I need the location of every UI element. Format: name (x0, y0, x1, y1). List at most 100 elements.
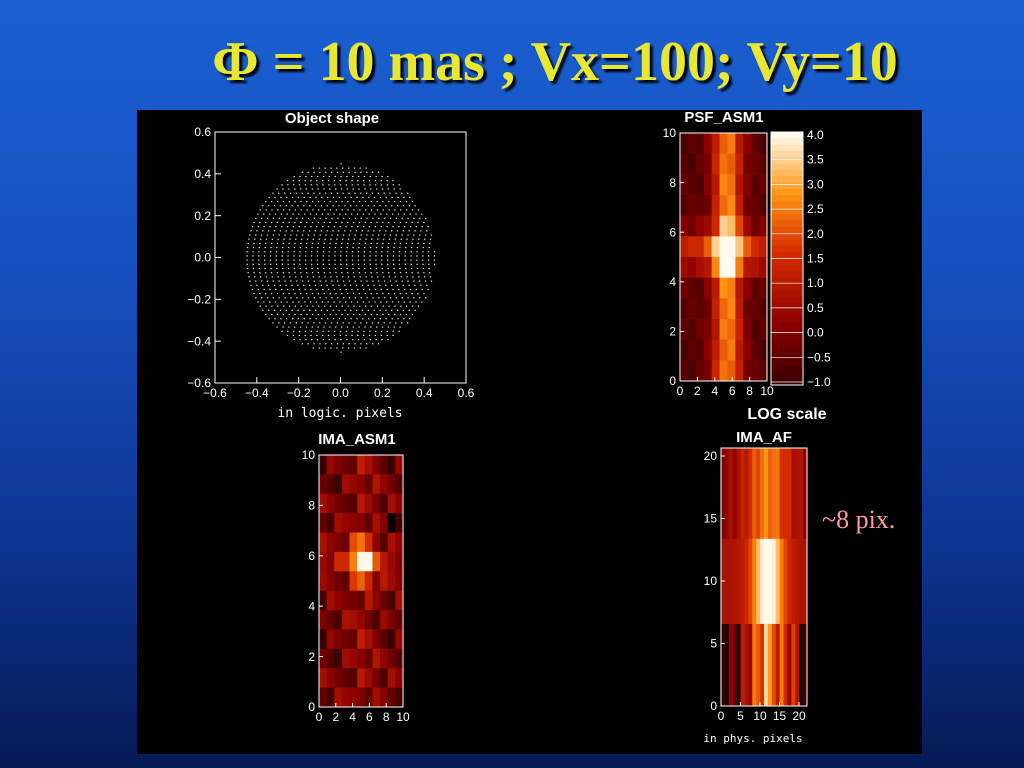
psf-cell (743, 277, 752, 299)
psf-cell (759, 319, 768, 341)
psf-cell (680, 174, 689, 196)
disk-dot (411, 305, 414, 307)
disk-dot (323, 272, 325, 274)
disk-dot (259, 272, 261, 274)
disk-dot (345, 184, 348, 186)
ima-asm1-cell (395, 629, 404, 650)
disk-dot (351, 255, 354, 257)
disk-dot (259, 305, 261, 307)
disk-dot (356, 301, 359, 303)
disk-dot (399, 201, 402, 203)
disk-dot (298, 226, 300, 228)
disk-dot (302, 297, 304, 299)
disk-dot (374, 180, 377, 182)
disk-dot (411, 201, 413, 203)
disk-dot (363, 180, 365, 182)
disk-dot (327, 334, 330, 336)
ima-asm1-cell (387, 629, 396, 650)
disk-dot (365, 209, 367, 211)
psf-cell (719, 215, 728, 237)
disk-dot (352, 242, 355, 244)
disk-dot (388, 221, 390, 224)
y-tick-label: 10 (704, 574, 718, 588)
disk-dot (346, 326, 349, 328)
disk-dot (281, 251, 284, 253)
ima-asm1-cell (334, 648, 343, 669)
disk-dot (317, 293, 320, 295)
disk-dot (325, 297, 327, 299)
disk-dot (363, 330, 365, 332)
disk-dot (350, 196, 352, 198)
disk-dot (259, 276, 262, 278)
psf-cell (719, 236, 728, 258)
disk-dot (398, 288, 400, 290)
disk-dot (334, 339, 336, 341)
disk-dot (317, 242, 320, 244)
psf-cell (727, 319, 736, 341)
disk-dot (328, 330, 330, 332)
ima-af-cell (756, 448, 761, 539)
disk-dot (305, 339, 307, 341)
x-tick-label: 5 (737, 709, 744, 723)
disk-dot (385, 230, 387, 232)
object-disk (246, 163, 436, 353)
disk-dot (283, 209, 285, 211)
psf-cell (727, 360, 736, 382)
disk-dot (313, 171, 315, 173)
disk-dot (301, 280, 304, 282)
disk-dot (293, 251, 295, 253)
disk-dot (340, 351, 342, 353)
disk-dot (306, 242, 308, 244)
disk-dot (321, 213, 323, 215)
psf-cell (743, 339, 752, 361)
psf-cell (759, 195, 768, 217)
disk-dot (298, 180, 300, 182)
disk-dot (306, 209, 308, 211)
psf-cell (703, 257, 713, 279)
disk-dot (332, 196, 335, 198)
disk-dot (263, 301, 265, 303)
disk-dot (313, 297, 316, 299)
disk-dot (341, 238, 344, 240)
disk-dot (385, 318, 387, 320)
ima-asm1-cell (319, 629, 328, 650)
psf-cell (687, 153, 697, 175)
ima-asm1-cell (380, 590, 389, 611)
psf-cell (703, 236, 713, 258)
disk-dot (266, 297, 269, 299)
disk-dot (252, 259, 254, 261)
disk-dot (278, 217, 280, 219)
disk-dot (363, 263, 366, 265)
disk-dot (357, 255, 359, 257)
disk-dot (320, 284, 322, 286)
disk-dot (275, 288, 277, 290)
disk-dot (293, 330, 295, 332)
disk-dot (270, 242, 273, 244)
disk-dot (392, 180, 394, 182)
disk-dot (295, 276, 297, 278)
disk-dot (325, 171, 327, 173)
disk-dot (272, 297, 275, 299)
disk-dot (338, 318, 341, 320)
disk-dot (335, 326, 337, 328)
psf-cell (743, 360, 752, 382)
disk-dot (377, 343, 380, 345)
disk-dot (303, 318, 305, 320)
disk-dot (413, 280, 415, 282)
disk-dot (422, 259, 424, 261)
disk-dot (311, 188, 313, 190)
disk-dot (391, 318, 393, 320)
psf-cell (727, 236, 736, 258)
psf-cell (735, 339, 744, 361)
disk-dot (389, 297, 392, 299)
disk-dot (263, 255, 266, 257)
ima-asm1-cell (349, 493, 358, 514)
disk-dot (314, 230, 317, 232)
disk-dot (333, 226, 336, 228)
disk-dot (246, 259, 248, 261)
ima-asm1-cell (326, 590, 335, 611)
disk-dot (323, 201, 326, 203)
colorbar-step (771, 169, 803, 177)
disk-dot (386, 255, 389, 257)
